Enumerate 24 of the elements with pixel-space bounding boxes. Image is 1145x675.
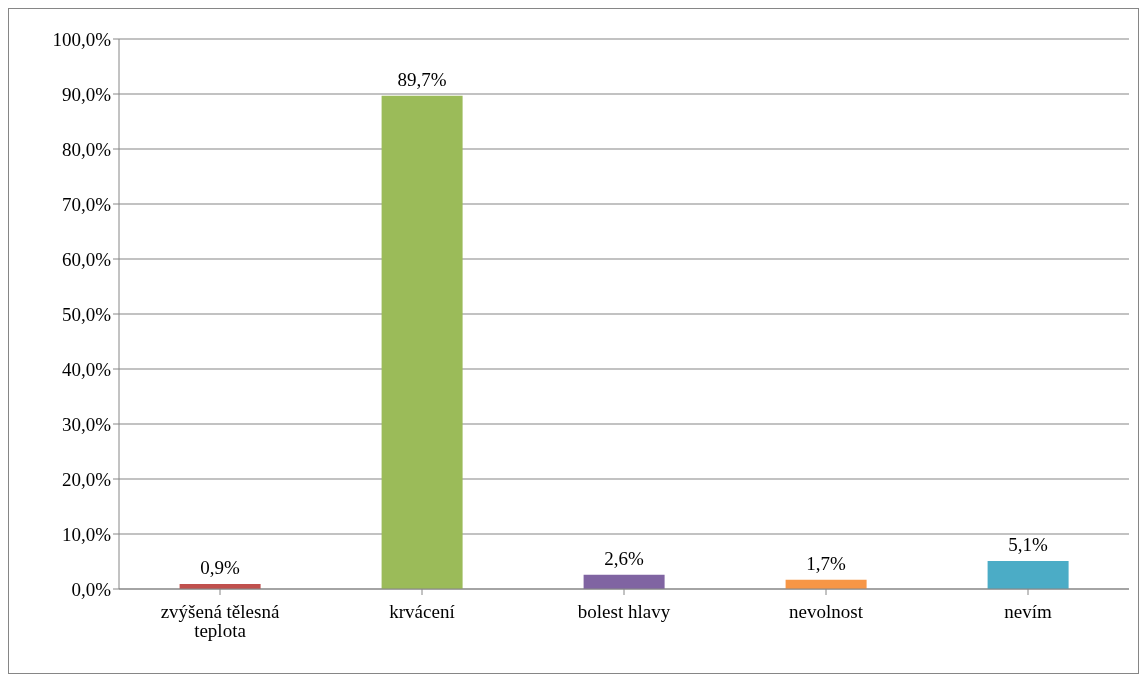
data-label: 0,9% bbox=[200, 557, 241, 579]
data-label: 1,7% bbox=[806, 552, 847, 574]
y-tick-label: 30,0% bbox=[61, 413, 112, 435]
y-tick-label: 10,0% bbox=[61, 523, 112, 545]
y-tick-label: 100,0% bbox=[52, 28, 112, 50]
y-tick-label: 20,0% bbox=[61, 468, 112, 490]
y-tick-label: 40,0% bbox=[61, 358, 112, 380]
x-tick-label: nevím bbox=[1004, 601, 1052, 623]
x-tick-label: zvýšená tělesná teplota bbox=[160, 601, 280, 642]
data-label: 2,6% bbox=[604, 547, 645, 569]
y-tick-label: 0,0% bbox=[71, 578, 112, 600]
x-tick-label: bolest hlavy bbox=[577, 601, 671, 623]
y-tick-label: 70,0% bbox=[61, 193, 112, 215]
x-tick-label: nevolnost bbox=[789, 601, 864, 623]
y-tick-label: 50,0% bbox=[61, 303, 112, 325]
x-tick-label: krvácení bbox=[389, 601, 456, 623]
y-tick-label: 90,0% bbox=[61, 83, 112, 105]
data-label: 5,1% bbox=[1008, 533, 1049, 555]
bar bbox=[987, 560, 1069, 589]
data-label: 89,7% bbox=[397, 68, 447, 90]
y-tick-label: 80,0% bbox=[61, 138, 112, 160]
y-tick-label: 60,0% bbox=[61, 248, 112, 270]
bar bbox=[583, 574, 665, 589]
bar bbox=[381, 95, 463, 589]
